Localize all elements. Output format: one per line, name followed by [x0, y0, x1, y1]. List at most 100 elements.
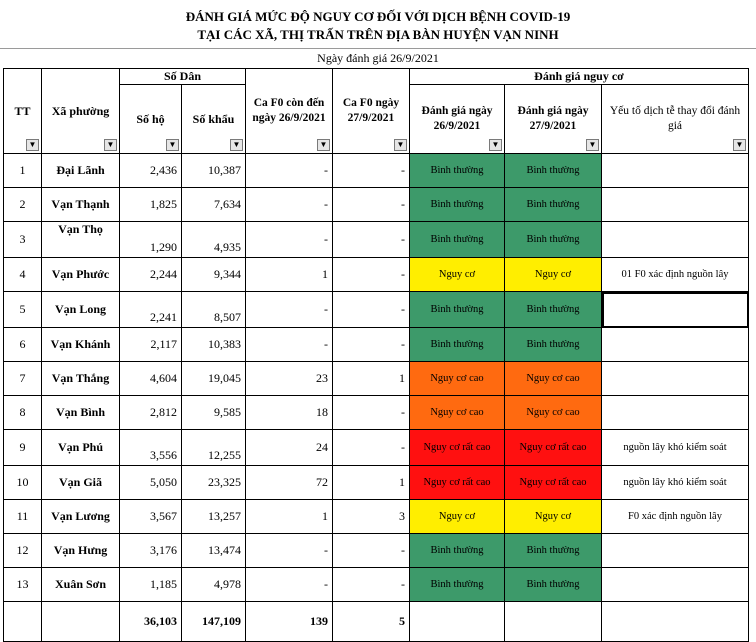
- row-so-ho[interactable]: 4,604: [119, 361, 182, 396]
- row-xa-phuong[interactable]: Vạn Phú: [41, 429, 120, 466]
- row-f0-ngay[interactable]: -: [332, 187, 410, 222]
- row-f0-ngay[interactable]: -: [332, 395, 410, 430]
- row-f0-con[interactable]: -: [245, 153, 333, 188]
- row-xa-phuong[interactable]: Vạn Khánh: [41, 327, 120, 362]
- row-so-ho[interactable]: 2,436: [119, 153, 182, 188]
- row-f0-con[interactable]: -: [245, 567, 333, 602]
- row-so-khau[interactable]: 12,255: [181, 429, 246, 466]
- row-so-ho[interactable]: 2,241: [119, 291, 182, 328]
- row-danh-gia-27[interactable]: Bình thường: [504, 567, 602, 602]
- row-yeu-to[interactable]: nguồn lây khó kiểm soát: [601, 429, 749, 466]
- row-danh-gia-26[interactable]: Bình thường: [409, 221, 505, 258]
- row-f0-con[interactable]: 72: [245, 465, 333, 500]
- dropdown-arrow-icon[interactable]: ▼: [230, 139, 243, 151]
- row-tt[interactable]: 12: [3, 533, 42, 568]
- dropdown-arrow-icon[interactable]: ▼: [733, 139, 746, 151]
- row-danh-gia-27[interactable]: Bình thường: [504, 533, 602, 568]
- row-xa-phuong[interactable]: Vạn Giã: [41, 465, 120, 500]
- row-so-khau[interactable]: 23,325: [181, 465, 246, 500]
- row-danh-gia-27[interactable]: Bình thường: [504, 221, 602, 258]
- row-danh-gia-27[interactable]: Bình thường: [504, 291, 602, 328]
- dropdown-arrow-icon[interactable]: ▼: [489, 139, 502, 151]
- row-f0-ngay[interactable]: 1: [332, 465, 410, 500]
- row-danh-gia-27[interactable]: Bình thường: [504, 187, 602, 222]
- row-xa-phuong[interactable]: Xuân Sơn: [41, 567, 120, 602]
- row-danh-gia-26[interactable]: Nguy cơ rất cao: [409, 429, 505, 466]
- row-so-ho[interactable]: 3,567: [119, 499, 182, 534]
- row-tt[interactable]: 3: [3, 221, 42, 258]
- row-tt[interactable]: 2: [3, 187, 42, 222]
- row-tt[interactable]: 6: [3, 327, 42, 362]
- row-yeu-to[interactable]: [601, 187, 749, 222]
- row-f0-con[interactable]: -: [245, 327, 333, 362]
- row-tt[interactable]: 1: [3, 153, 42, 188]
- row-xa-phuong[interactable]: Vạn Phước: [41, 257, 120, 292]
- row-tt[interactable]: 11: [3, 499, 42, 534]
- row-danh-gia-26[interactable]: Bình thường: [409, 153, 505, 188]
- row-tt[interactable]: 5: [3, 291, 42, 328]
- row-danh-gia-26[interactable]: Nguy cơ cao: [409, 395, 505, 430]
- row-yeu-to[interactable]: nguồn lây khó kiểm soát: [601, 465, 749, 500]
- row-tt[interactable]: 13: [3, 567, 42, 602]
- row-yeu-to[interactable]: [601, 395, 749, 430]
- row-so-ho[interactable]: 3,556: [119, 429, 182, 466]
- row-tt[interactable]: 7: [3, 361, 42, 396]
- row-f0-con[interactable]: -: [245, 221, 333, 258]
- row-danh-gia-26[interactable]: Nguy cơ: [409, 499, 505, 534]
- row-yeu-to[interactable]: [601, 533, 749, 568]
- row-f0-con[interactable]: -: [245, 533, 333, 568]
- row-danh-gia-27[interactable]: Nguy cơ rất cao: [504, 429, 602, 466]
- row-yeu-to[interactable]: [601, 221, 749, 258]
- row-yeu-to[interactable]: [601, 567, 749, 602]
- row-f0-ngay[interactable]: -: [332, 567, 410, 602]
- row-f0-con[interactable]: 1: [245, 499, 333, 534]
- row-f0-ngay[interactable]: 3: [332, 499, 410, 534]
- row-yeu-to[interactable]: 01 F0 xác định nguồn lây: [601, 257, 749, 292]
- row-danh-gia-27[interactable]: Nguy cơ cao: [504, 395, 602, 430]
- row-so-khau[interactable]: 13,474: [181, 533, 246, 568]
- row-so-ho[interactable]: 1,185: [119, 567, 182, 602]
- row-f0-ngay[interactable]: -: [332, 291, 410, 328]
- row-danh-gia-26[interactable]: Bình thường: [409, 291, 505, 328]
- row-f0-ngay[interactable]: 1: [332, 361, 410, 396]
- row-so-ho[interactable]: 2,117: [119, 327, 182, 362]
- row-yeu-to[interactable]: F0 xác định nguồn lây: [601, 499, 749, 534]
- row-xa-phuong[interactable]: Vạn Lương: [41, 499, 120, 534]
- row-f0-con[interactable]: 1: [245, 257, 333, 292]
- row-danh-gia-27[interactable]: Bình thường: [504, 153, 602, 188]
- row-danh-gia-27[interactable]: Bình thường: [504, 327, 602, 362]
- row-xa-phuong[interactable]: Vạn Thắng: [41, 361, 120, 396]
- row-so-khau[interactable]: 9,344: [181, 257, 246, 292]
- row-so-khau[interactable]: 4,978: [181, 567, 246, 602]
- row-f0-ngay[interactable]: -: [332, 257, 410, 292]
- dropdown-arrow-icon[interactable]: ▼: [26, 139, 39, 151]
- row-danh-gia-26[interactable]: Bình thường: [409, 187, 505, 222]
- row-danh-gia-27[interactable]: Nguy cơ cao: [504, 361, 602, 396]
- row-yeu-to[interactable]: [601, 327, 749, 362]
- row-danh-gia-26[interactable]: Nguy cơ: [409, 257, 505, 292]
- row-danh-gia-27[interactable]: Nguy cơ rất cao: [504, 465, 602, 500]
- row-yeu-to[interactable]: [601, 153, 749, 188]
- row-so-ho[interactable]: 2,812: [119, 395, 182, 430]
- row-f0-ngay[interactable]: -: [332, 429, 410, 466]
- row-yeu-to[interactable]: [601, 291, 749, 328]
- row-so-ho[interactable]: 1,825: [119, 187, 182, 222]
- row-danh-gia-26[interactable]: Nguy cơ rất cao: [409, 465, 505, 500]
- row-so-khau[interactable]: 4,935: [181, 221, 246, 258]
- dropdown-arrow-icon[interactable]: ▼: [166, 139, 179, 151]
- row-danh-gia-27[interactable]: Nguy cơ: [504, 257, 602, 292]
- row-yeu-to[interactable]: [601, 361, 749, 396]
- row-f0-con[interactable]: -: [245, 187, 333, 222]
- row-so-khau[interactable]: 13,257: [181, 499, 246, 534]
- row-danh-gia-26[interactable]: Bình thường: [409, 567, 505, 602]
- row-danh-gia-26[interactable]: Bình thường: [409, 327, 505, 362]
- row-so-khau[interactable]: 9,585: [181, 395, 246, 430]
- row-so-khau[interactable]: 19,045: [181, 361, 246, 396]
- row-f0-ngay[interactable]: -: [332, 533, 410, 568]
- row-xa-phuong[interactable]: Vạn Hưng: [41, 533, 120, 568]
- row-so-khau[interactable]: 10,383: [181, 327, 246, 362]
- row-so-ho[interactable]: 5,050: [119, 465, 182, 500]
- row-so-khau[interactable]: 7,634: [181, 187, 246, 222]
- row-tt[interactable]: 4: [3, 257, 42, 292]
- dropdown-arrow-icon[interactable]: ▼: [586, 139, 599, 151]
